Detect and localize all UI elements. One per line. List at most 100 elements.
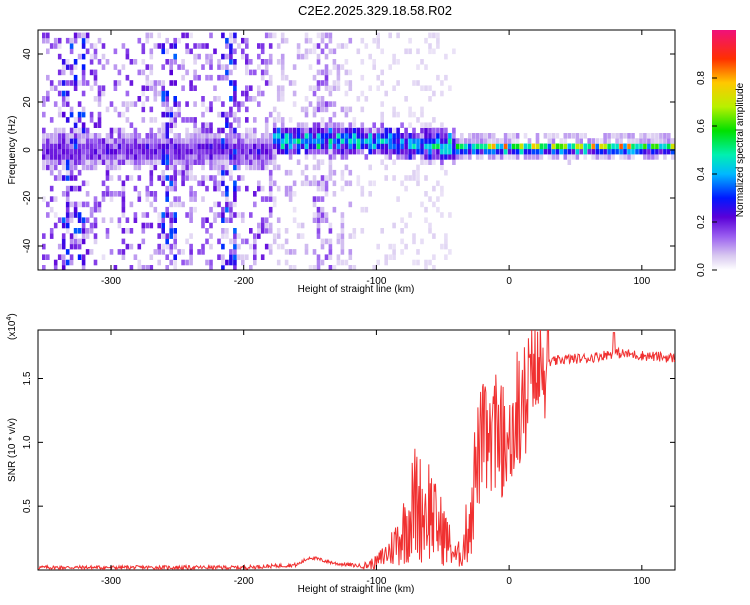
heat-cell [452, 159, 456, 165]
heat-cell [237, 143, 241, 150]
heat-cell [340, 259, 345, 266]
heat-cell [440, 154, 444, 160]
heat-cell [233, 228, 237, 234]
heat-cell [272, 127, 277, 134]
heat-cell [392, 254, 396, 260]
heat-cell [288, 148, 293, 155]
heat-cell [161, 138, 165, 144]
heat-cell [316, 32, 321, 39]
heat-cell [165, 106, 169, 113]
heat-cell [201, 164, 205, 171]
heat-cell [161, 169, 165, 176]
heat-cell [105, 138, 110, 144]
heat-cell [221, 154, 225, 160]
heat-cell [428, 228, 432, 234]
heat-cell [324, 32, 329, 39]
heat-cell [312, 90, 317, 97]
heat-cell [161, 133, 165, 139]
heat-cell [133, 164, 138, 171]
heat-cell [181, 201, 185, 208]
heat-cell [121, 228, 126, 234]
heat-cell [141, 90, 146, 97]
heat-cell [173, 196, 177, 202]
heat-cell [487, 133, 492, 139]
heat-cell [440, 191, 444, 197]
heat-cell [145, 96, 150, 102]
heat-cell [49, 164, 54, 171]
heat-cell [49, 148, 54, 155]
heat-cell [65, 154, 70, 160]
heat-cell [177, 37, 181, 44]
heat-cell [328, 32, 333, 39]
heat-cell [623, 154, 627, 160]
heat-cell [169, 80, 173, 86]
heat-cell [109, 217, 114, 223]
heat-cell [121, 127, 126, 134]
heat-cell [61, 254, 66, 260]
heat-cell [316, 85, 321, 91]
heat-cell [233, 117, 237, 123]
heat-cell [328, 249, 333, 255]
heat-cell [185, 148, 189, 155]
heat-cell [149, 117, 154, 123]
heat-cell [519, 143, 524, 150]
heat-cell [233, 159, 237, 165]
heat-cell [105, 159, 110, 165]
heat-cell [456, 143, 460, 150]
heat-cell [264, 243, 269, 250]
heat-cell [173, 59, 177, 65]
heat-cell [81, 90, 86, 97]
heat-cell [424, 138, 428, 144]
heat-cell [105, 106, 110, 113]
heat-cell [280, 117, 285, 123]
heat-cell [404, 154, 408, 160]
heat-cell [213, 138, 217, 144]
heat-cell [221, 74, 225, 81]
heat-cell [376, 133, 380, 139]
heat-cell [288, 249, 293, 255]
heat-cell [169, 127, 173, 134]
heat-cell [109, 164, 114, 171]
heat-cell [324, 101, 329, 107]
heat-cell [404, 175, 408, 181]
heat-cell [189, 206, 193, 213]
heat-cell [209, 154, 213, 160]
heat-cell [304, 133, 309, 139]
heat-cell [49, 185, 54, 192]
heat-cell [93, 217, 98, 223]
heat-cell [161, 111, 165, 118]
heat-cell [89, 59, 94, 65]
heat-cell [316, 138, 321, 144]
heat-cell [456, 138, 460, 144]
heat-cell [165, 243, 169, 250]
heat-cell [77, 254, 82, 260]
heat-cell [276, 243, 281, 250]
colorbar-ticks: 0.00.20.40.60.8 [696, 71, 717, 277]
heat-cell [348, 69, 353, 76]
heat-cell [296, 43, 301, 49]
heat-cell [225, 138, 229, 144]
heat-cell [264, 222, 269, 229]
heat-cell [611, 133, 615, 139]
heat-cell [392, 59, 396, 65]
heat-cell [264, 164, 269, 171]
heat-cell [185, 101, 189, 107]
heat-cell [264, 117, 269, 123]
heat-cell [523, 143, 528, 150]
heat-cell [328, 37, 333, 44]
heat-cell [241, 175, 245, 181]
heat-cell [157, 43, 161, 49]
heat-cell [384, 175, 388, 181]
heat-cell [479, 154, 484, 160]
heat-cell [157, 127, 161, 134]
heat-cell [149, 180, 154, 187]
heat-cell [372, 143, 376, 150]
heat-cell [165, 48, 169, 55]
heat-cell [69, 64, 74, 70]
heat-cell [428, 96, 432, 102]
heat-cell [284, 259, 289, 266]
heat-cell [300, 169, 305, 176]
heat-cell [233, 201, 237, 208]
heat-cell [380, 69, 384, 76]
heat-cell [197, 154, 201, 160]
